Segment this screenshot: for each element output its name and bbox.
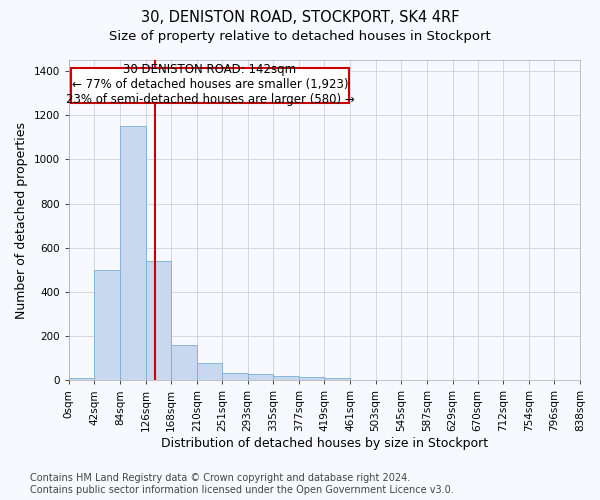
Bar xyxy=(172,345,197,380)
Bar xyxy=(222,372,248,380)
Bar xyxy=(325,378,350,380)
Bar xyxy=(197,362,222,380)
Bar xyxy=(299,377,325,380)
Bar xyxy=(120,126,146,380)
Bar xyxy=(273,376,299,380)
Text: 30 DENISTON ROAD: 142sqm
← 77% of detached houses are smaller (1,923)
23% of sem: 30 DENISTON ROAD: 142sqm ← 77% of detach… xyxy=(65,63,355,106)
Text: 30, DENISTON ROAD, STOCKPORT, SK4 4RF: 30, DENISTON ROAD, STOCKPORT, SK4 4RF xyxy=(141,10,459,25)
Text: Size of property relative to detached houses in Stockport: Size of property relative to detached ho… xyxy=(109,30,491,43)
X-axis label: Distribution of detached houses by size in Stockport: Distribution of detached houses by size … xyxy=(161,437,488,450)
Bar xyxy=(248,374,273,380)
Bar xyxy=(94,270,120,380)
FancyBboxPatch shape xyxy=(71,68,349,103)
Bar xyxy=(69,378,94,380)
Text: Contains HM Land Registry data © Crown copyright and database right 2024.
Contai: Contains HM Land Registry data © Crown c… xyxy=(30,474,454,495)
Y-axis label: Number of detached properties: Number of detached properties xyxy=(15,122,28,318)
Bar xyxy=(146,261,172,380)
